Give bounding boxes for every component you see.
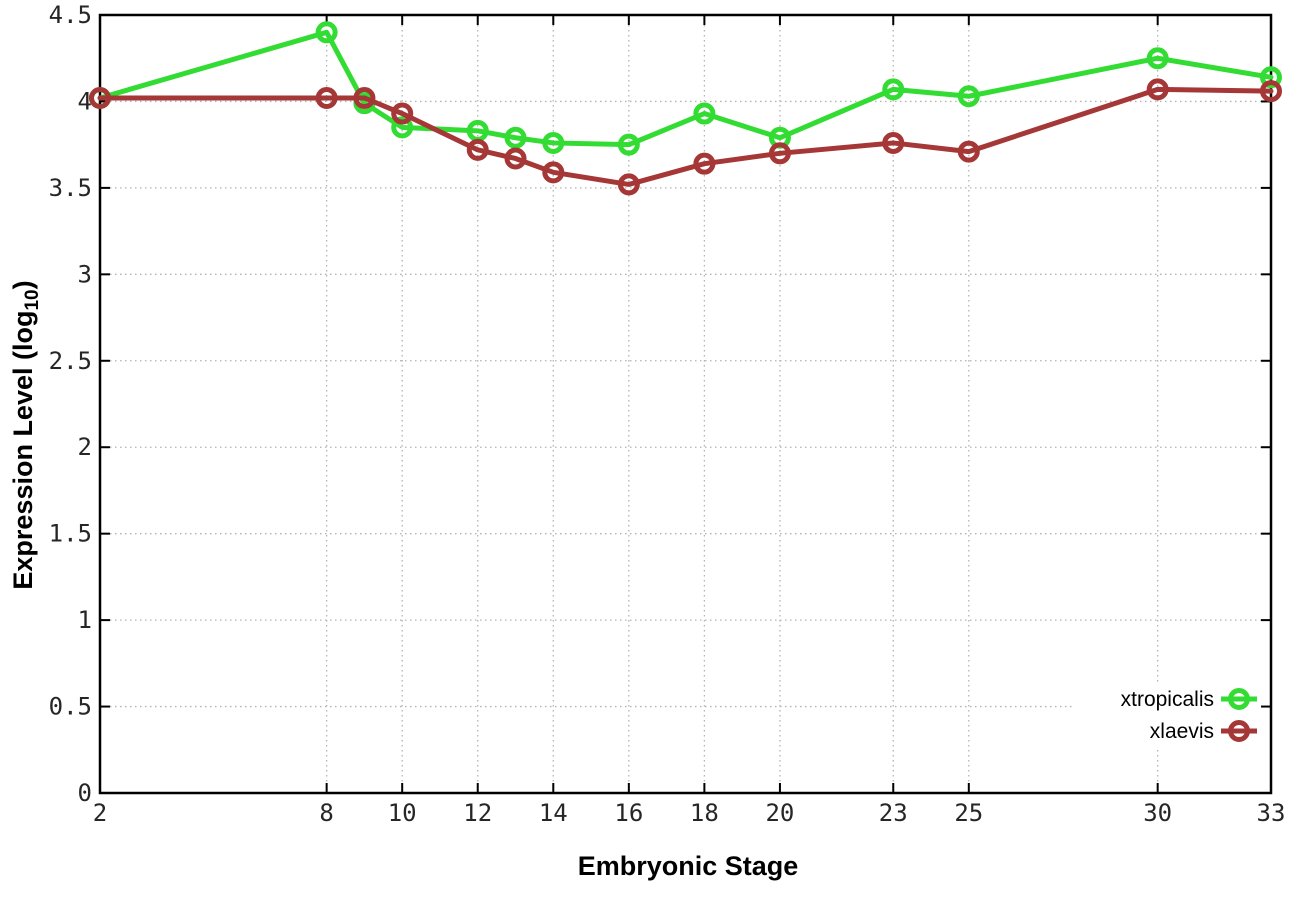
legend-marker-xtropicalis	[1228, 688, 1250, 710]
y-axis-title-suffix: )	[7, 280, 38, 290]
legend-label-xlaevis: xlaevis	[1150, 720, 1214, 743]
x-tick-label: 20	[765, 799, 794, 827]
data-point-marker-xtropicalis	[1260, 66, 1282, 89]
data-point-marker-xlaevis	[1260, 80, 1282, 103]
y-tick-label: 0.5	[49, 693, 92, 721]
y-tick-label: 3.5	[49, 174, 92, 202]
y-tick-label: 4.5	[49, 1, 92, 29]
plot-border	[98, 13, 1273, 795]
y-tick-label: 4	[78, 87, 92, 115]
x-tick-label: 33	[1257, 799, 1286, 827]
x-tick-label: 30	[1143, 799, 1172, 827]
series-line-xlaevis	[97, 86, 1274, 187]
x-tick-label: 12	[463, 799, 492, 827]
y-tick-label: 1.5	[49, 520, 92, 548]
x-axis-title: Embryonic Stage	[577, 851, 799, 881]
x-tick-label: 10	[388, 799, 417, 827]
data-point-marker-xlaevis	[542, 161, 565, 184]
data-point-marker-xlaevis	[617, 173, 640, 196]
data-point-marker-xtropicalis	[1146, 47, 1169, 70]
data-point-marker-xlaevis	[693, 152, 716, 175]
y-axis-title: Expression Level (log10)	[8, 280, 44, 589]
y-tick-label: 2	[78, 433, 92, 461]
y-tick-label: 0	[78, 779, 92, 807]
data-point-marker-xlaevis	[957, 140, 980, 163]
y-tick-label: 2.5	[49, 347, 92, 375]
x-tick-label: 18	[690, 799, 719, 827]
data-point-marker-xtropicalis	[882, 78, 905, 101]
data-point-marker-xlaevis	[353, 86, 376, 109]
data-point-marker-xtropicalis	[391, 116, 414, 139]
x-tick-label: 23	[879, 799, 908, 827]
y-tick-label: 1	[78, 606, 92, 634]
data-point-marker-xlaevis	[89, 86, 111, 109]
series-line-xtropicalis	[97, 29, 1274, 148]
x-tick-label: 8	[319, 799, 333, 827]
data-point-marker-xtropicalis	[542, 131, 565, 154]
x-tick-label: 25	[954, 799, 983, 827]
x-tick-label: 14	[539, 799, 568, 827]
data-point-marker-xtropicalis	[957, 85, 980, 108]
data-point-marker-xlaevis	[466, 138, 489, 161]
data-point-marker-xlaevis	[391, 102, 414, 125]
y-axis-title-subscript: 10	[22, 289, 44, 311]
data-point-marker-xlaevis	[504, 147, 527, 170]
legend-label-xtropicalis: xtropicalis	[1121, 688, 1214, 711]
x-tick-label: 2	[93, 799, 107, 827]
data-point-marker-xtropicalis	[693, 102, 716, 125]
y-axis-title-text: Expression Level (log	[7, 310, 38, 590]
data-point-marker-xlaevis	[768, 142, 791, 165]
data-point-marker-xlaevis	[315, 86, 338, 109]
data-point-marker-xtropicalis	[504, 126, 527, 149]
y-tick-label: 3	[78, 260, 92, 288]
x-tick-label: 16	[614, 799, 643, 827]
legend-marker-xlaevis	[1228, 720, 1250, 742]
data-point-marker-xtropicalis	[315, 21, 338, 44]
data-point-marker-xlaevis	[882, 131, 905, 154]
data-point-marker-xtropicalis	[617, 133, 640, 156]
data-point-marker-xlaevis	[1146, 78, 1169, 101]
